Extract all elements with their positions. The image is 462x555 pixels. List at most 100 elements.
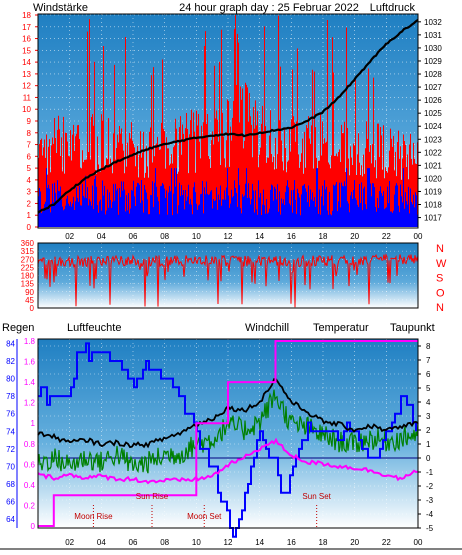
humidity-tick-label: 74 bbox=[6, 427, 15, 436]
windchill-label: Windchill bbox=[245, 322, 289, 334]
temperature-tick-label: 8 bbox=[426, 342, 431, 351]
humidity-tick-label: 72 bbox=[6, 445, 15, 454]
temperature-tick-label: 2 bbox=[426, 426, 431, 435]
pressure-tick-label: 1029 bbox=[424, 57, 442, 66]
direction-tick-label: 45 bbox=[25, 296, 34, 305]
wind-tick-label: 2 bbox=[27, 199, 32, 208]
wind-tick-label: 12 bbox=[22, 82, 31, 91]
windstaerke-label: Windstärke bbox=[33, 2, 88, 14]
wind-direction-line bbox=[37, 253, 419, 308]
rain-tick-label: 1.8 bbox=[24, 337, 36, 346]
pressure-tick-label: 1017 bbox=[424, 214, 442, 223]
wind-tick-label: 16 bbox=[22, 35, 31, 44]
wind-tick-label: 9 bbox=[27, 117, 32, 126]
pressure-tick-label: 1021 bbox=[424, 161, 442, 170]
climate-time-tick-label: 10 bbox=[192, 538, 201, 547]
chart-title: 24 hour graph day : 25 Februar 2022 bbox=[179, 2, 359, 14]
humidity-tick-label: 70 bbox=[6, 462, 15, 471]
wind-time-tick-label: 12 bbox=[224, 232, 233, 241]
climate-time-tick-label: 12 bbox=[224, 538, 233, 547]
rain-tick-label: 0 bbox=[31, 522, 36, 531]
temperature-tick-label: -1 bbox=[426, 468, 434, 477]
climate-time-tick-label: 06 bbox=[129, 538, 138, 547]
direction-tick-label: 315 bbox=[21, 247, 35, 256]
climate-time-tick-label: 16 bbox=[287, 538, 296, 547]
pressure-tick-label: 1020 bbox=[424, 174, 442, 183]
wind-tick-label: 13 bbox=[22, 70, 31, 79]
wind-tick-label: 1 bbox=[27, 211, 32, 220]
rain-tick-label: 0.4 bbox=[24, 481, 36, 490]
wind-tick-label: 4 bbox=[27, 176, 32, 185]
rain-tick-label: 0.6 bbox=[24, 460, 36, 469]
pressure-tick-label: 1025 bbox=[424, 109, 442, 118]
humidity-tick-label: 64 bbox=[6, 515, 15, 524]
sun-set-marker-label: Sun Set bbox=[302, 492, 331, 501]
luftdruck-label: Luftdruck bbox=[370, 2, 416, 14]
wind-time-tick-label: 10 bbox=[192, 232, 201, 241]
pressure-tick-label: 1022 bbox=[424, 148, 442, 157]
temperature-tick-label: 7 bbox=[426, 356, 431, 365]
wind-time-tick-label: 14 bbox=[255, 232, 264, 241]
humidity-tick-label: 80 bbox=[6, 375, 15, 384]
rain-tick-label: 0.8 bbox=[24, 440, 36, 449]
wind-time-tick-label: 06 bbox=[129, 232, 138, 241]
direction-panel-frame bbox=[37, 242, 419, 309]
taupunkt-label: Taupunkt bbox=[390, 322, 435, 334]
rain-line bbox=[38, 340, 418, 527]
direction-tick-label: 360 bbox=[21, 239, 35, 248]
direction-tick-label: 90 bbox=[25, 288, 34, 297]
wind-time-tick-label: 16 bbox=[287, 232, 296, 241]
humidity-tick-label: 82 bbox=[6, 357, 15, 366]
humidity-tick-label: 66 bbox=[6, 498, 15, 507]
climate-time-tick-label: 22 bbox=[382, 538, 391, 547]
direction-tick-label: 180 bbox=[21, 272, 35, 281]
humidity-tick-label: 76 bbox=[6, 410, 15, 419]
wind-panel-frame bbox=[37, 13, 419, 229]
pressure-tick-label: 1026 bbox=[424, 96, 442, 105]
pressure-tick-label: 1027 bbox=[424, 83, 442, 92]
temperature-tick-label: -4 bbox=[426, 510, 434, 519]
temperature-tick-label: 4 bbox=[426, 398, 431, 407]
temperature-tick-label: 1 bbox=[426, 440, 431, 449]
temperature-tick-label: 0 bbox=[426, 454, 431, 463]
climate-time-tick-label: 04 bbox=[97, 538, 106, 547]
pressure-tick-label: 1030 bbox=[424, 44, 442, 53]
pressure-tick-label: 1032 bbox=[424, 18, 442, 27]
wind-time-tick-label: 08 bbox=[160, 232, 169, 241]
pressure-line bbox=[37, 18, 419, 214]
rain-tick-label: 1 bbox=[31, 419, 36, 428]
direction-tick-label: 270 bbox=[21, 255, 35, 264]
compass-label: N bbox=[436, 243, 444, 255]
temperature-tick-label: -2 bbox=[426, 482, 434, 491]
humidity-tick-label: 84 bbox=[6, 339, 15, 348]
humidity-tick-label: 78 bbox=[6, 392, 15, 401]
climate-time-tick-label: 14 bbox=[255, 538, 264, 547]
wind-tick-label: 0 bbox=[27, 223, 32, 232]
pressure-tick-label: 1028 bbox=[424, 70, 442, 79]
wind-pressure-panel: 0123456789101112131415161718101710181019… bbox=[22, 11, 442, 241]
compass-label: N bbox=[436, 302, 444, 314]
wind-time-tick-label: 20 bbox=[350, 232, 359, 241]
climate-panel-frame bbox=[37, 338, 419, 529]
moon-rise-marker-label: Moon Rise bbox=[74, 512, 113, 521]
temperature-tick-label: 3 bbox=[426, 412, 431, 421]
wind-time-tick-label: 02 bbox=[65, 232, 74, 241]
wind-tick-label: 3 bbox=[27, 188, 32, 197]
wind-tick-label: 6 bbox=[27, 152, 32, 161]
climate-time-tick-label: 00 bbox=[414, 538, 423, 547]
wind-time-tick-label: 22 bbox=[382, 232, 391, 241]
temperature-tick-label: 6 bbox=[426, 370, 431, 379]
wind-tick-label: 18 bbox=[22, 11, 31, 20]
pressure-tick-label: 1023 bbox=[424, 135, 442, 144]
climate-panel-background bbox=[38, 339, 418, 528]
wind-tick-label: 8 bbox=[27, 129, 32, 138]
direction-tick-label: 225 bbox=[21, 263, 35, 272]
temperature-tick-label: -5 bbox=[426, 524, 434, 533]
direction-tick-label: 135 bbox=[21, 280, 35, 289]
rain-tick-label: 0.2 bbox=[24, 501, 36, 510]
pressure-tick-label: 1018 bbox=[424, 201, 442, 210]
pressure-tick-label: 1031 bbox=[424, 31, 442, 40]
wind-tick-label: 15 bbox=[22, 46, 31, 55]
